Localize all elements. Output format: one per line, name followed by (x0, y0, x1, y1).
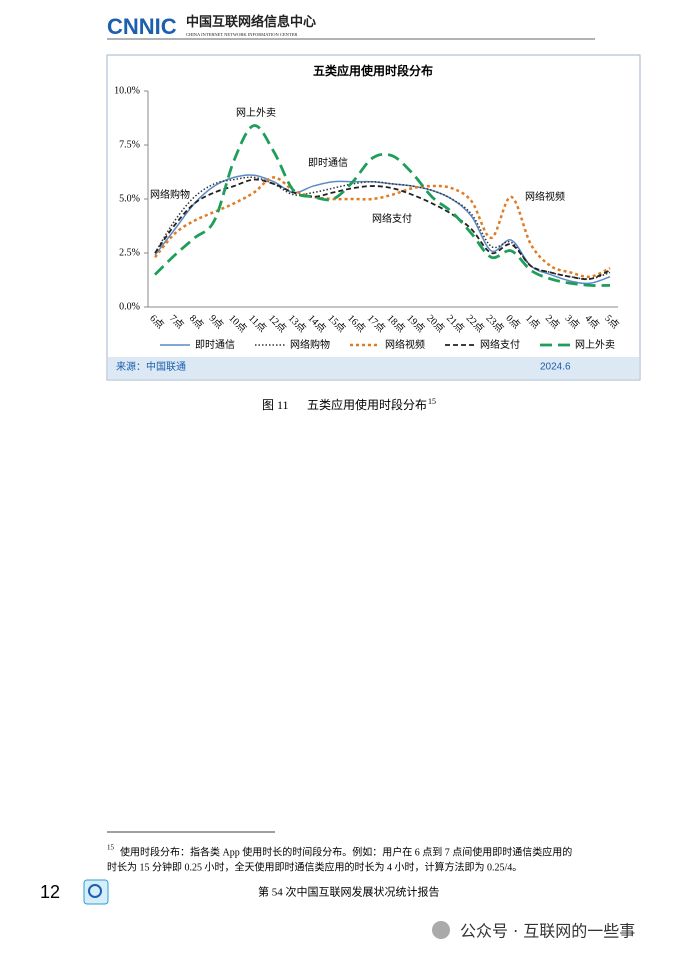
chart-frame (106, 54, 641, 381)
y-tick-label: 7.5% (119, 139, 140, 150)
y-tick-label: 5.0% (119, 193, 140, 204)
series-line (154, 178, 611, 281)
page-number: 12 (40, 882, 60, 902)
legend-label: 即时通信 (195, 339, 235, 351)
annotation: 网络购物 (150, 188, 190, 201)
footnote-line: 使用时段分布：指各类 App 使用时长的时间段分布。例如：用户在 6 点到 7 … (120, 845, 572, 858)
legend-label: 网络视频 (385, 338, 425, 351)
series-line (154, 124, 611, 287)
caption-ref: 15 (428, 397, 436, 406)
annotation: 即时通信 (308, 157, 348, 169)
footer-text: 第 54 次中国互联网发展状况统计报告 (258, 885, 440, 899)
y-tick-label: 0.0% (119, 301, 140, 312)
logo: CNNIC (107, 14, 177, 39)
source-band (108, 357, 639, 379)
header-subtitle: CHINA INTERNET NETWORK INFORMATION CENTE… (186, 32, 297, 37)
chart-title: 五类应用使用时段分布 (313, 63, 433, 78)
legend-label: 网上外卖 (575, 339, 615, 351)
legend-label: 网络支付 (480, 338, 520, 351)
caption-label: 图 11 (262, 398, 289, 412)
series-line (154, 176, 611, 279)
header-title: 中国互联网络信息中心 (186, 14, 316, 29)
watermark: 公众号 · 互联网的一些事 (460, 922, 635, 941)
source: 来源：中国联通 (116, 360, 186, 373)
y-tick-label: 10.0% (114, 85, 140, 96)
date: 2024.6 (540, 362, 571, 373)
annotation: 网络视频 (525, 190, 565, 203)
watermark-icon (432, 921, 450, 939)
footer-icon (83, 879, 109, 905)
legend-label: 网络购物 (290, 338, 330, 351)
annotation: 网络支付 (372, 212, 412, 225)
annotation: 网上外卖 (236, 107, 276, 119)
y-tick-label: 2.5% (119, 247, 140, 258)
caption-text: 五类应用使用时段分布 (307, 397, 427, 412)
footnote-number: 15 (107, 844, 115, 852)
footer-icon (88, 884, 102, 898)
footnote-line: 时长为 15 分钟即 0.25 小时，全天使用即时通信类应用的时长为 4 小时，… (107, 860, 522, 873)
series-line (154, 176, 611, 280)
